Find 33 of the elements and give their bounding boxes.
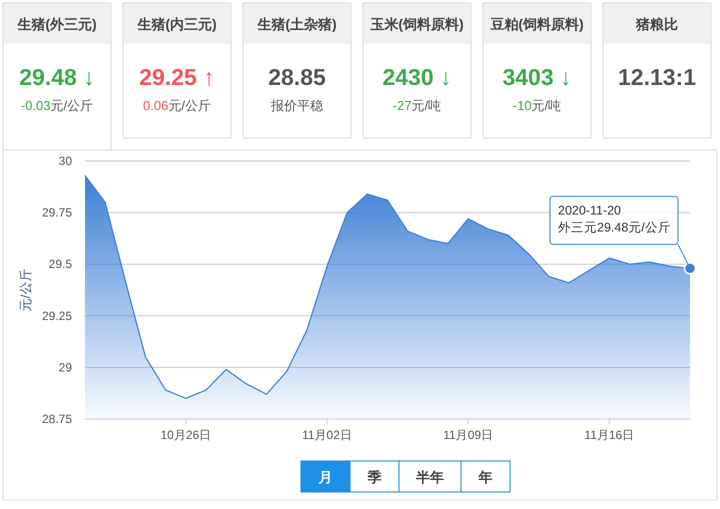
text: 玉米(饲料原料) [369,16,464,32]
text: 月 [318,469,332,485]
text: 年 [478,469,492,485]
text: 豆粕(饲料原料) [489,16,584,32]
x-tick-label: 11月02日 [302,428,352,442]
y-tick-label: 29.25 [42,308,72,323]
text: 3403 ↓ [502,64,572,90]
text: 29.25 ↑ [139,64,215,90]
y-tick-label: 29 [58,360,72,374]
y-tick-label: 28.75 [42,412,72,426]
x-tick-label: 11月16日 [584,428,634,442]
y-tick-label: 29.75 [42,206,72,220]
text: 半年 [415,469,444,485]
y-tick-label: 30 [58,154,72,168]
annotation: 2020-11-20 外三元29.48元/公斤 [558,203,671,234]
text: 0.06元/公斤 [143,98,211,113]
text: 报价平稳 [270,98,323,113]
text: 生猪(内三元) [136,16,217,32]
x-tick-label: 10月26日 [160,428,212,442]
text: 28.85 [268,64,326,90]
text: 29.48 ↓ [19,64,95,90]
y-axis-title: 元/公斤 [18,268,33,312]
text: 季 [366,469,382,485]
x-tick-label: 11月09日 [443,428,494,442]
text: -0.03元/公斤 [20,98,94,113]
y-tick-label: 29.5 [48,257,72,272]
text: 12.13:1 [618,64,696,90]
text: 2430 ↓ [382,64,452,90]
text: 生猪(外三元) [16,16,97,32]
text: 猪粮比 [635,16,678,32]
text: 生猪(土杂猪) [256,16,337,32]
text: -27元/吨 [392,98,442,113]
text: -10元/吨 [512,98,562,113]
